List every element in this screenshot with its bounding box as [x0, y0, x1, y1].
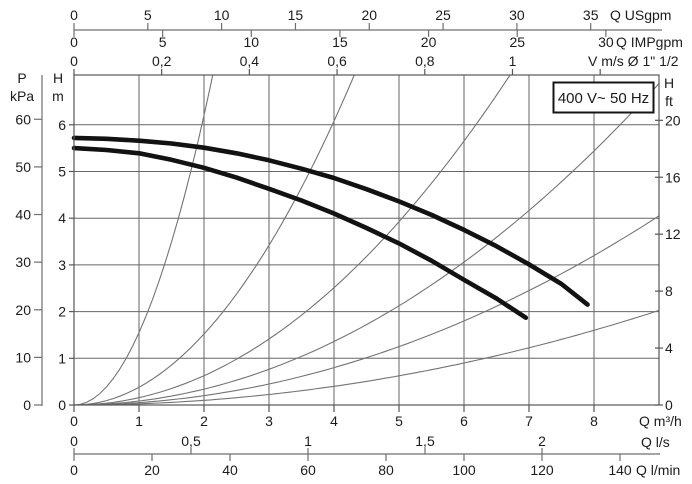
voltage-box-border — [552, 81, 655, 114]
head-m-axis-header-h: H — [53, 70, 63, 86]
usgpm-tick-label: 15 — [288, 7, 304, 23]
system-curve — [74, 83, 659, 405]
ls-tick-label: 1,5 — [415, 433, 435, 449]
m3h-tick-label: 2 — [200, 413, 208, 429]
head-ft-tick-label: 16 — [665, 169, 681, 185]
pressure-axis-header-p: P — [17, 70, 26, 86]
m3h-axis-unit-label: Q m³/h — [639, 413, 682, 429]
head-ft-axis-header-ft: ft — [665, 93, 673, 109]
velocity-tick-label: 0 — [70, 53, 78, 69]
ls-tick-label: 1 — [304, 433, 312, 449]
lmin-tick-label: 40 — [222, 462, 238, 478]
m3h-tick-label: 6 — [460, 413, 468, 429]
axes-layer: 0 5 10 15 20 25 30 350 5 10 15 20 25 300 0,2 0,4 0,6 0,8 1… — [15, 7, 680, 478]
head-m-tick-label: 4 — [58, 210, 66, 226]
plot-border — [73, 74, 660, 406]
voltage-box-label: 400 V~ 50 Hz — [558, 90, 649, 107]
lmin-tick-label: 20 — [144, 462, 160, 478]
impgpm-tick-label: 0 — [70, 34, 78, 50]
lmin-axis-unit-label: Q l/min — [636, 462, 680, 478]
m3h-tick-label: 8 — [590, 413, 598, 429]
velocity-tick-label: 0,6 — [327, 53, 347, 69]
m3h-tick-label: 4 — [330, 413, 338, 429]
head-m-tick-label: 6 — [58, 117, 66, 133]
head-m-tick-label: 1 — [58, 350, 66, 366]
system-curve — [74, 215, 659, 405]
usgpm-tick-label: 35 — [583, 7, 599, 23]
ls-tick-label: 2 — [538, 433, 546, 449]
voltage-frequency-box: 400 V~ 50 Hz — [552, 81, 655, 114]
axis-text-layer: Q USgpm Q IMPgpm V m/s Ø 1" 1/2 P kPa H … — [10, 7, 683, 478]
velocity-tick-label: 1 — [509, 53, 517, 69]
impgpm-tick-label: 10 — [244, 34, 260, 50]
m3h-tick-label: 0 — [70, 413, 78, 429]
system-curve — [74, 75, 355, 405]
m3h-tick-label: 1 — [135, 413, 143, 429]
head-ft-tick-label: 20 — [665, 112, 681, 128]
kpa-tick-label: 20 — [15, 302, 31, 318]
kpa-tick-label: 10 — [15, 349, 31, 365]
system-curve — [74, 75, 214, 405]
head-ft-tick-label: 8 — [665, 283, 673, 299]
head-ft-tick-label: 12 — [665, 226, 681, 242]
head-m-tick-label: 3 — [58, 257, 66, 273]
pressure-axis-header-kpa: kPa — [10, 88, 34, 104]
velocity-tick-label: 0,2 — [152, 53, 172, 69]
impgpm-axis-unit-label: Q IMPgpm — [616, 34, 683, 50]
system-curve — [74, 309, 659, 405]
lmin-tick-label: 120 — [530, 462, 554, 478]
lmin-tick-label: 80 — [378, 462, 394, 478]
pump-curve-layer — [71, 135, 590, 321]
ls-tick-label: 0 — [70, 433, 78, 449]
m3h-tick-label: 5 — [395, 413, 403, 429]
kpa-tick-label: 60 — [15, 111, 31, 127]
impgpm-tick-label: 15 — [332, 34, 348, 50]
head-m-tick-label: 2 — [58, 304, 66, 320]
usgpm-tick-label: 30 — [509, 7, 525, 23]
head-m-tick-label: 0 — [58, 397, 66, 413]
m3h-tick-label: 3 — [265, 413, 273, 429]
impgpm-tick-label: 25 — [509, 34, 525, 50]
usgpm-axis-unit-label: Q USgpm — [610, 7, 671, 23]
ls-axis-unit-label: Q l/s — [641, 434, 670, 450]
usgpm-tick-label: 5 — [144, 7, 152, 23]
lmin-tick-label: 100 — [452, 462, 476, 478]
system-curve-layer — [74, 75, 659, 405]
system-curve — [74, 75, 511, 405]
usgpm-tick-label: 25 — [435, 7, 451, 23]
lmin-tick-label: 140 — [608, 462, 632, 478]
head-m-axis-header-m: m — [52, 88, 64, 104]
ls-tick-label: 0,5 — [181, 433, 201, 449]
lmin-tick-label: 0 — [70, 462, 78, 478]
kpa-tick-label: 40 — [15, 207, 31, 223]
kpa-tick-label: 50 — [15, 159, 31, 175]
kpa-tick-label: 30 — [15, 254, 31, 270]
lmin-tick-label: 60 — [300, 462, 316, 478]
usgpm-tick-label: 10 — [214, 7, 230, 23]
head-ft-tick-label: 0 — [665, 397, 673, 413]
velocity-axis-unit-label: V m/s Ø 1" 1/2 — [588, 53, 679, 69]
impgpm-tick-label: 5 — [159, 34, 167, 50]
lower-speed-curve — [71, 145, 529, 321]
velocity-tick-label: 0,8 — [415, 53, 435, 69]
m3h-tick-label: 7 — [525, 413, 533, 429]
usgpm-tick-label: 0 — [70, 7, 78, 23]
velocity-tick-label: 0,4 — [240, 53, 260, 69]
upper-speed-curve — [71, 135, 590, 307]
head-ft-tick-label: 4 — [665, 340, 673, 356]
usgpm-tick-label: 20 — [361, 7, 377, 23]
grid-layer — [74, 75, 659, 405]
head-ft-axis-header-h: H — [664, 75, 674, 91]
impgpm-tick-label: 30 — [598, 34, 614, 50]
kpa-tick-label: 0 — [23, 397, 31, 413]
head-m-tick-label: 5 — [58, 164, 66, 180]
impgpm-tick-label: 20 — [421, 34, 437, 50]
